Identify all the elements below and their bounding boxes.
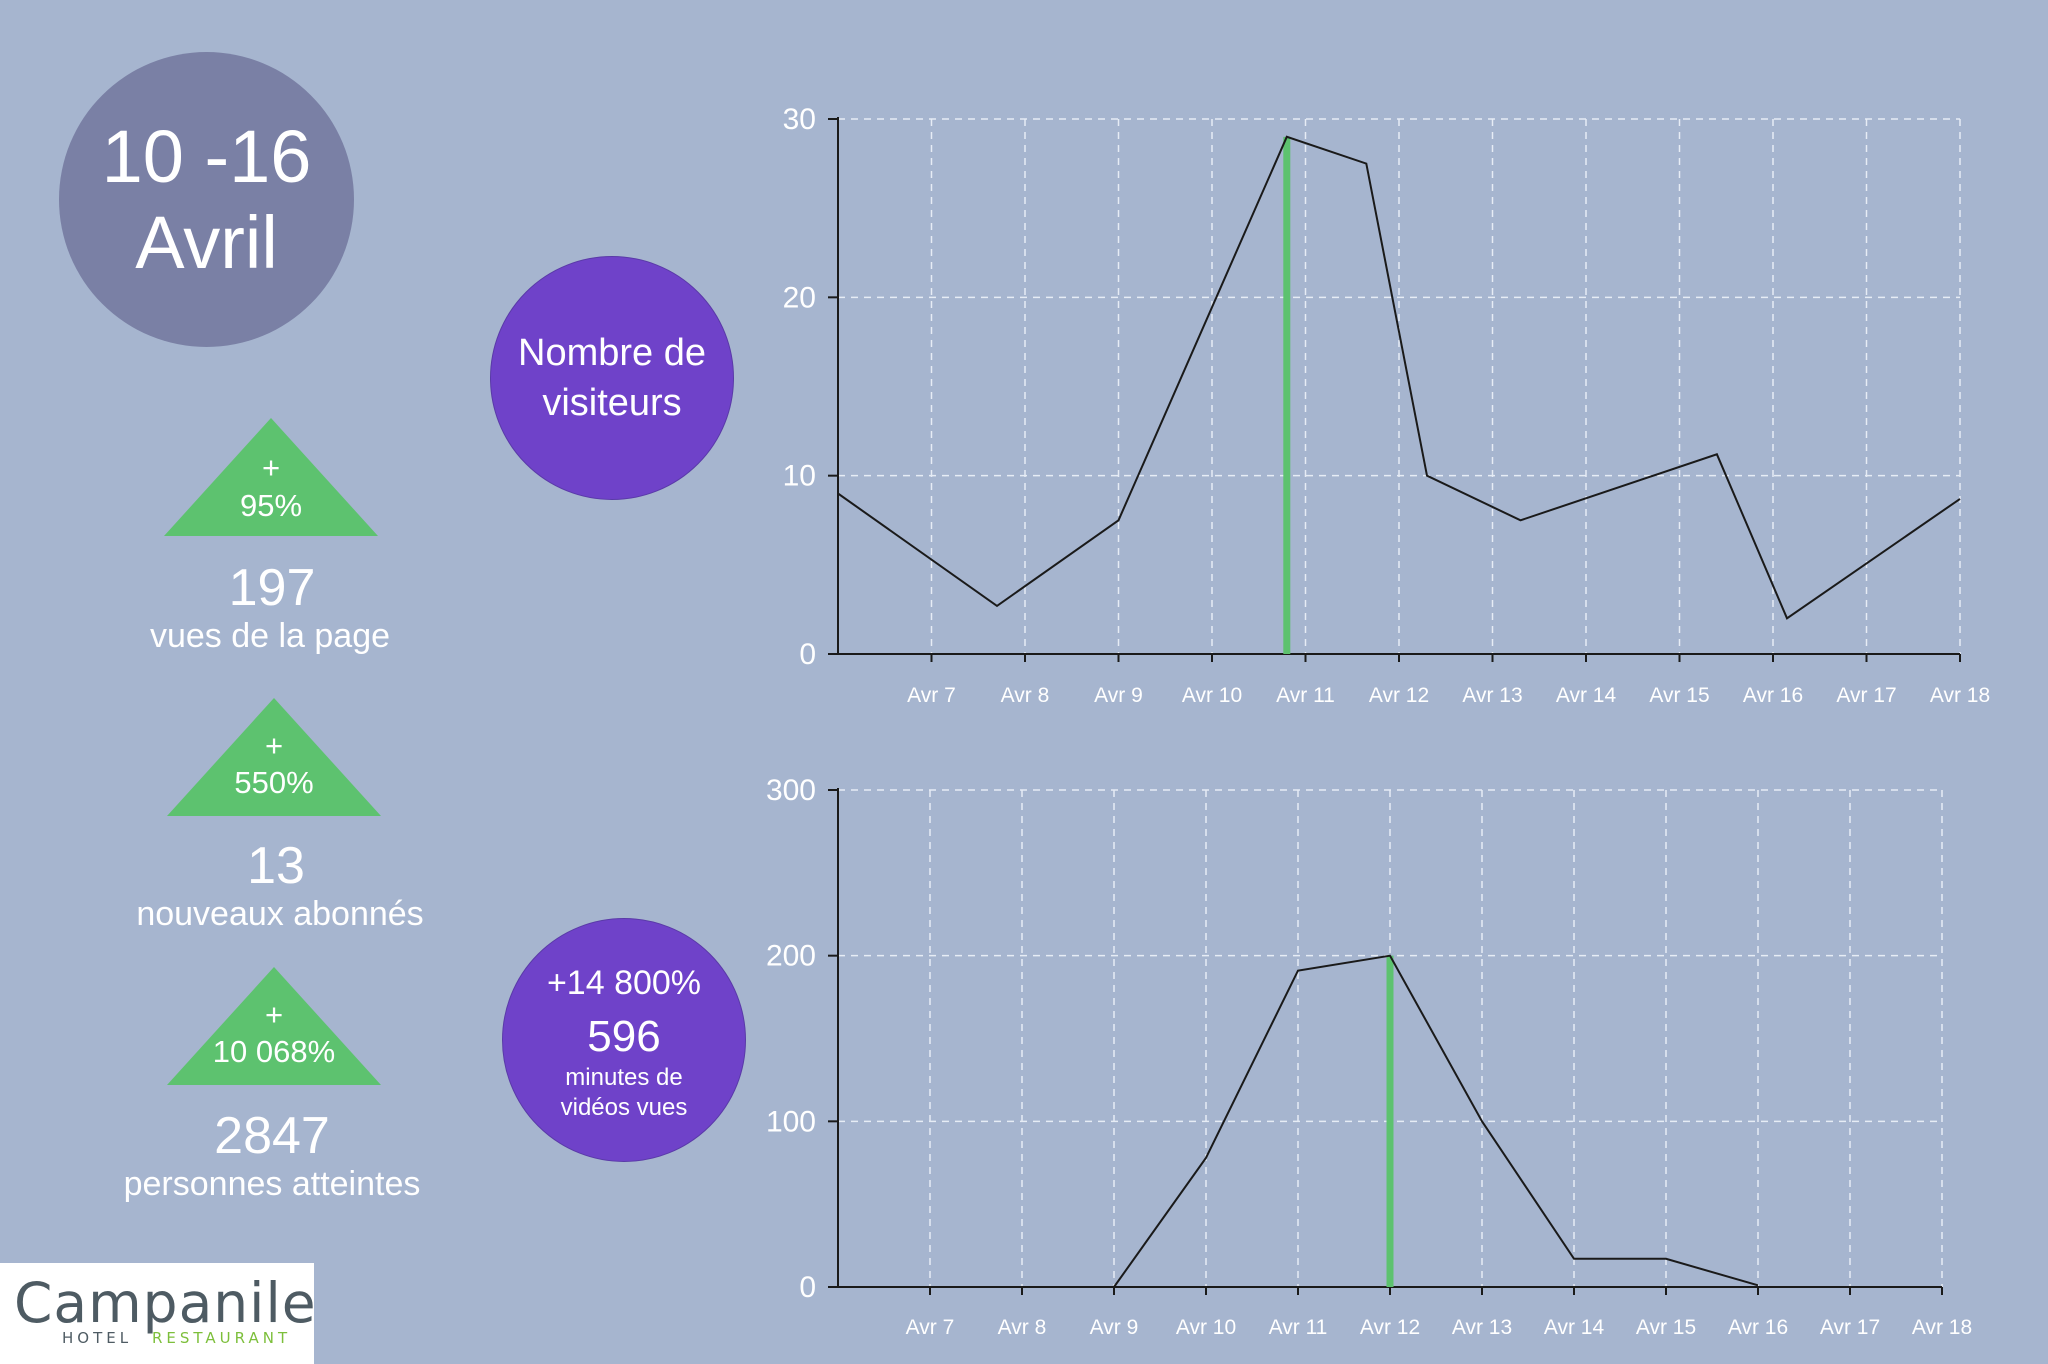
x-tick-label: Avr 11 — [1276, 684, 1335, 707]
growth-triangle-shape — [167, 698, 381, 816]
x-tick-label: Avr 14 — [1556, 684, 1617, 707]
growth-sign: + — [261, 450, 281, 485]
series-line — [837, 135, 1961, 620]
date-range-month: Avril — [135, 200, 278, 284]
video-minutes-badge: +14 800% 596 minutes de vidéos vues — [502, 918, 746, 1162]
y-tick-label: 30 — [783, 103, 816, 136]
growth-percent: 550% — [234, 765, 314, 800]
growth-sign: + — [264, 997, 284, 1032]
video-minutes-label-line2: vidéos vues — [560, 1094, 688, 1121]
growth-percent: 95% — [239, 488, 303, 523]
date-range-badge: 10 -16 Avril — [59, 52, 354, 347]
growth-percent: 10 068% — [212, 1034, 336, 1069]
x-tick-label: Avr 18 — [1930, 684, 1990, 707]
video-minutes-label-line1: minutes de — [565, 1064, 683, 1091]
x-tick-label: Avr 8 — [1001, 684, 1050, 707]
x-tick-label: Avr 13 — [1462, 684, 1522, 707]
growth-triangle-shape — [167, 967, 381, 1085]
growth-triangle-reach: + 10 068% — [167, 967, 381, 1085]
people-reached-count: 2847 — [214, 1107, 330, 1165]
x-tick-label: Avr 15 — [1649, 684, 1709, 707]
video-minutes-count: 596 — [587, 1012, 661, 1061]
y-tick-label: 0 — [799, 638, 816, 671]
y-tick-label: 10 — [783, 460, 816, 493]
x-tick-label: Avr 16 — [1743, 684, 1803, 707]
visitors-badge-line2: visiteurs — [542, 382, 682, 424]
logo-hotel: HOTEL — [62, 1329, 133, 1347]
page-views-label: vues de la page — [149, 617, 391, 655]
growth-triangle-subscribers: + 550% — [167, 698, 381, 816]
logo-wordmark: Campanile — [14, 1271, 317, 1335]
page-views-count: 197 — [228, 559, 316, 617]
new-subscribers-count: 13 — [247, 837, 305, 895]
date-range-days: 10 -16 — [101, 114, 312, 198]
y-tick-label: 20 — [783, 281, 816, 314]
new-subscribers-label: nouveaux abonnés — [136, 895, 424, 933]
growth-sign: + — [264, 728, 284, 763]
visitors-badge: Nombre de visiteurs — [490, 256, 734, 500]
x-tick-label: Avr 7 — [907, 684, 956, 707]
growth-triangle-page-views: + 95% — [164, 418, 378, 536]
people-reached-label: personnes atteintes — [123, 1165, 421, 1203]
x-tick-label: Avr 12 — [1369, 684, 1429, 707]
growth-triangle-shape — [164, 418, 378, 536]
x-tick-label: Avr 9 — [1094, 684, 1143, 707]
x-tick-label: Avr 10 — [1182, 684, 1242, 707]
video-minutes-growth: +14 800% — [546, 964, 702, 1002]
x-tick-label: Avr 17 — [1836, 684, 1896, 707]
logo-restaurant: RESTAURANT — [152, 1329, 292, 1347]
visitors-badge-line1: Nombre de — [518, 332, 706, 374]
campanile-logo: Campanile HOTEL RESTAURANT — [0, 1263, 317, 1364]
